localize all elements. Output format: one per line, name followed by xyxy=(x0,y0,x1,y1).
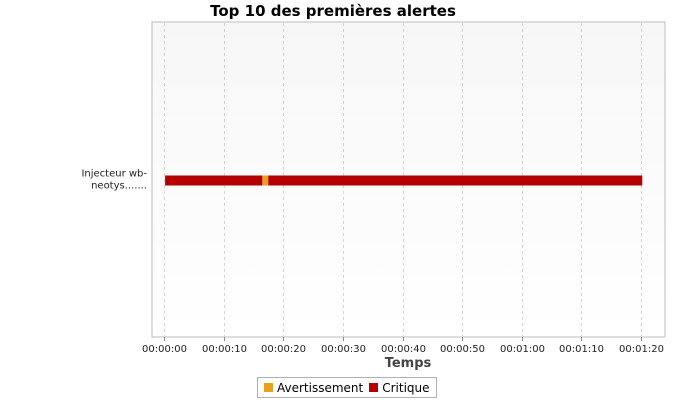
y-axis-categories: Injecteur wb-neotys....... xyxy=(81,169,147,192)
x-tick-label: 00:00:00 xyxy=(142,344,187,355)
x-axis-ticks: 00:00:00 00:00:10 00:00:20 00:00:30 00:00:40… xyxy=(142,337,664,355)
x-tick-label: 00:00:40 xyxy=(381,344,426,355)
x-tick-label: 00:00:10 xyxy=(202,344,247,355)
legend-swatch-critique xyxy=(369,383,379,392)
x-axis-title: Temps xyxy=(385,356,432,371)
legend-item-critique: Critique xyxy=(369,380,430,395)
x-tick-label: 00:01:00 xyxy=(500,344,545,355)
legend: Avertissement Critique xyxy=(257,377,437,398)
category-label: Injecteur wb-neotys....... xyxy=(81,169,147,192)
bar-segment-avertissement xyxy=(262,175,269,186)
x-tick-label: 00:01:20 xyxy=(619,344,664,355)
x-tick-label: 00:00:30 xyxy=(321,344,366,355)
bars xyxy=(165,175,643,186)
legend-item-avertissement: Avertissement xyxy=(264,381,363,395)
chart-title: Top 10 des premières alertes xyxy=(210,2,456,20)
bar-segment-critique xyxy=(268,175,643,186)
legend-swatch-avertissement xyxy=(264,383,273,392)
bar-segment-critique xyxy=(165,175,263,186)
x-tick-label: 00:00:50 xyxy=(440,344,485,355)
legend-label-critique: Critique xyxy=(382,380,430,395)
x-tick-label: 00:01:10 xyxy=(559,344,604,355)
x-tick-label: 00:00:20 xyxy=(261,344,306,355)
legend-label-avertissement: Avertissement xyxy=(277,380,364,395)
